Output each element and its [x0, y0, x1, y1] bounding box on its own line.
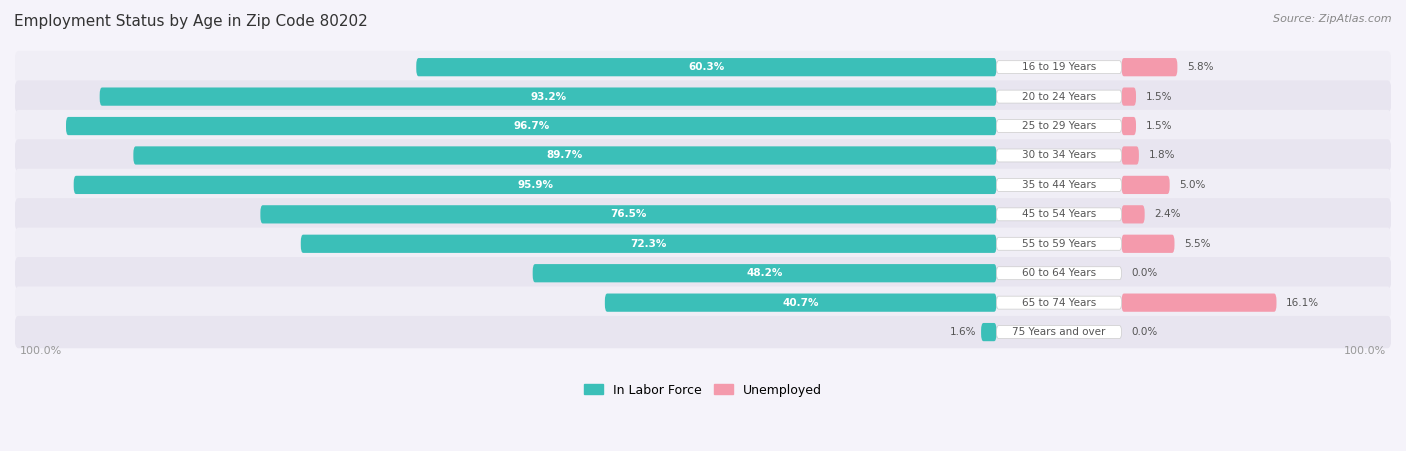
FancyBboxPatch shape — [997, 179, 1122, 191]
Text: 5.0%: 5.0% — [1180, 180, 1206, 190]
Text: 45 to 54 Years: 45 to 54 Years — [1022, 209, 1097, 219]
Text: 20 to 24 Years: 20 to 24 Years — [1022, 92, 1097, 101]
Text: 16 to 19 Years: 16 to 19 Years — [1022, 62, 1097, 72]
Text: 25 to 29 Years: 25 to 29 Years — [1022, 121, 1097, 131]
Text: 65 to 74 Years: 65 to 74 Years — [1022, 298, 1097, 308]
Text: 40.7%: 40.7% — [782, 298, 818, 308]
FancyBboxPatch shape — [997, 149, 1122, 162]
FancyBboxPatch shape — [997, 61, 1122, 74]
FancyBboxPatch shape — [997, 90, 1122, 103]
FancyBboxPatch shape — [997, 296, 1122, 309]
Text: 48.2%: 48.2% — [747, 268, 783, 278]
FancyBboxPatch shape — [1122, 235, 1174, 253]
FancyBboxPatch shape — [100, 87, 997, 106]
FancyBboxPatch shape — [14, 198, 1392, 230]
Text: 60.3%: 60.3% — [689, 62, 724, 72]
FancyBboxPatch shape — [73, 176, 997, 194]
FancyBboxPatch shape — [14, 139, 1392, 172]
FancyBboxPatch shape — [14, 51, 1392, 83]
FancyBboxPatch shape — [1122, 58, 1177, 76]
FancyBboxPatch shape — [997, 326, 1122, 339]
FancyBboxPatch shape — [14, 257, 1392, 290]
FancyBboxPatch shape — [1122, 147, 1139, 165]
Text: 5.8%: 5.8% — [1187, 62, 1213, 72]
FancyBboxPatch shape — [997, 208, 1122, 221]
Text: 76.5%: 76.5% — [610, 209, 647, 219]
FancyBboxPatch shape — [416, 58, 997, 76]
FancyBboxPatch shape — [1122, 87, 1136, 106]
Text: 96.7%: 96.7% — [513, 121, 550, 131]
FancyBboxPatch shape — [260, 205, 997, 223]
FancyBboxPatch shape — [14, 80, 1392, 113]
Text: 1.5%: 1.5% — [1146, 121, 1173, 131]
FancyBboxPatch shape — [605, 294, 997, 312]
Text: 35 to 44 Years: 35 to 44 Years — [1022, 180, 1097, 190]
FancyBboxPatch shape — [1122, 176, 1170, 194]
Text: 100.0%: 100.0% — [20, 346, 62, 356]
FancyBboxPatch shape — [14, 286, 1392, 319]
Text: 95.9%: 95.9% — [517, 180, 553, 190]
Text: 55 to 59 Years: 55 to 59 Years — [1022, 239, 1097, 249]
FancyBboxPatch shape — [997, 267, 1122, 280]
FancyBboxPatch shape — [1122, 294, 1277, 312]
Text: 93.2%: 93.2% — [530, 92, 567, 101]
Text: 0.0%: 0.0% — [1132, 268, 1157, 278]
Text: 1.8%: 1.8% — [1149, 151, 1175, 161]
FancyBboxPatch shape — [14, 316, 1392, 348]
Text: 1.5%: 1.5% — [1146, 92, 1173, 101]
Text: Source: ZipAtlas.com: Source: ZipAtlas.com — [1274, 14, 1392, 23]
Legend: In Labor Force, Unemployed: In Labor Force, Unemployed — [579, 378, 827, 401]
Text: 5.5%: 5.5% — [1184, 239, 1211, 249]
FancyBboxPatch shape — [14, 169, 1392, 201]
Text: 16.1%: 16.1% — [1286, 298, 1319, 308]
Text: 30 to 34 Years: 30 to 34 Years — [1022, 151, 1097, 161]
Text: 100.0%: 100.0% — [1344, 346, 1386, 356]
Text: 75 Years and over: 75 Years and over — [1012, 327, 1105, 337]
FancyBboxPatch shape — [14, 110, 1392, 142]
FancyBboxPatch shape — [1122, 205, 1144, 223]
FancyBboxPatch shape — [1122, 117, 1136, 135]
Text: 60 to 64 Years: 60 to 64 Years — [1022, 268, 1097, 278]
FancyBboxPatch shape — [981, 323, 997, 341]
FancyBboxPatch shape — [134, 147, 997, 165]
Text: 1.6%: 1.6% — [950, 327, 976, 337]
FancyBboxPatch shape — [66, 117, 997, 135]
FancyBboxPatch shape — [301, 235, 997, 253]
FancyBboxPatch shape — [533, 264, 997, 282]
Text: Employment Status by Age in Zip Code 80202: Employment Status by Age in Zip Code 802… — [14, 14, 368, 28]
Text: 89.7%: 89.7% — [547, 151, 583, 161]
FancyBboxPatch shape — [997, 120, 1122, 133]
Text: 2.4%: 2.4% — [1154, 209, 1181, 219]
FancyBboxPatch shape — [14, 228, 1392, 260]
Text: 72.3%: 72.3% — [630, 239, 666, 249]
FancyBboxPatch shape — [997, 237, 1122, 250]
Text: 0.0%: 0.0% — [1132, 327, 1157, 337]
